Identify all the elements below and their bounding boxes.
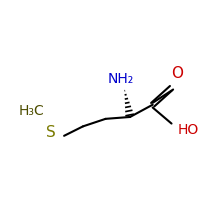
Text: S: S [46,125,56,140]
Text: NH₂: NH₂ [108,72,134,86]
Text: HO: HO [177,123,198,137]
Text: H₃C: H₃C [19,104,45,118]
Text: O: O [171,66,183,81]
